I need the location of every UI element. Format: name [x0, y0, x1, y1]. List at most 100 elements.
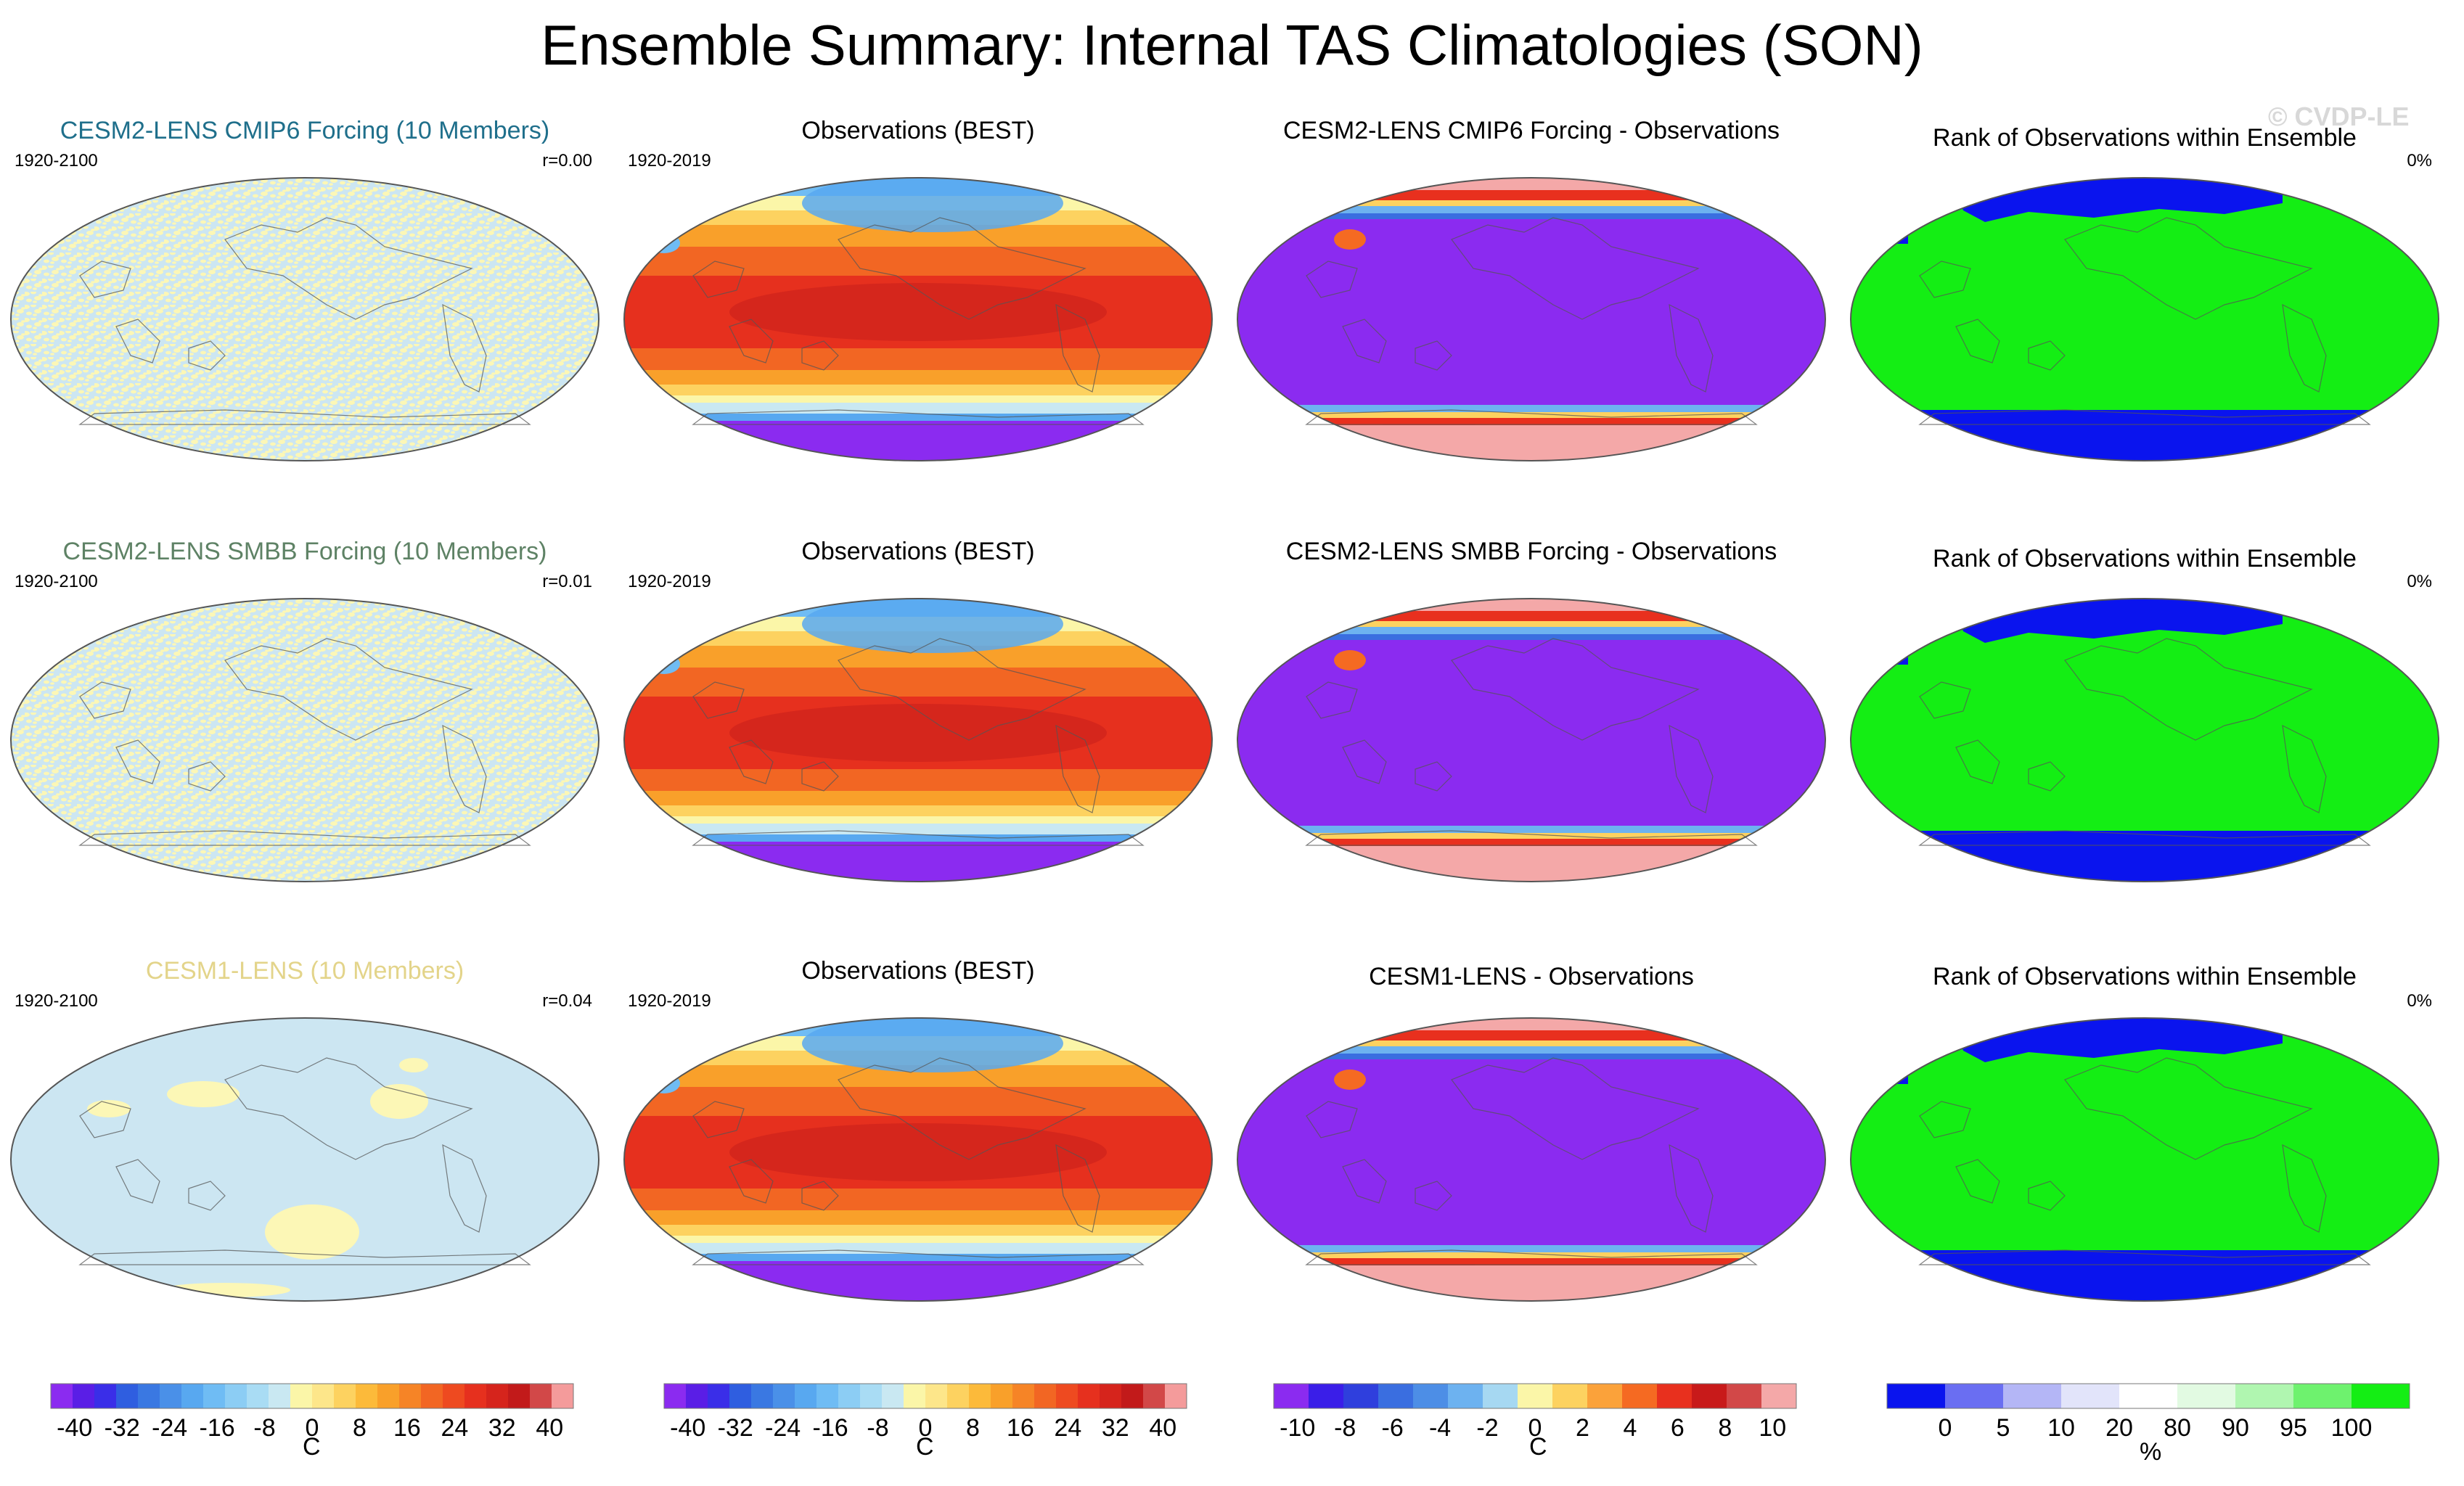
colorbar-tick-label: -32: [718, 1414, 753, 1442]
panel-rank: Rank of Observations within Ensemble 0%: [1840, 537, 2449, 958]
panel-cesm1-lens: CESM1-LENS (10 Members) 1920-2100 r=0.04: [0, 956, 610, 1377]
colorbar-swatch: [860, 1384, 883, 1408]
colorbar-swatch: [1034, 1384, 1057, 1408]
colorbar-tick-label: 90: [2222, 1414, 2249, 1442]
panel-difference: CESM2-LENS CMIP6 Forcing - Observations: [1227, 116, 1836, 537]
coastlines: [692, 217, 1145, 425]
colorbar-tick-label: 0: [919, 1414, 933, 1442]
panel-title: CESM2-LENS SMBB Forcing (10 Members): [62, 538, 547, 565]
colorbar-swatch: [203, 1384, 226, 1408]
map-border: [623, 598, 1213, 882]
map-rank: [1849, 598, 2440, 882]
colorbar-swatch: [2352, 1384, 2410, 1408]
colorbar-swatch: [1309, 1384, 1344, 1408]
map-border: [623, 1017, 1213, 1302]
colorbar-swatch: [486, 1384, 509, 1408]
map-observations: [623, 1017, 1213, 1302]
colorbar-tick-label: -4: [1429, 1414, 1451, 1442]
colorbar-swatch: [1483, 1384, 1518, 1408]
colorbar-unit: %: [2140, 1438, 2162, 1466]
coastlines: [1305, 1057, 1758, 1265]
colorbar-swatch: [334, 1384, 356, 1408]
colorbar-rank: 0 5 10 20 80 90 95 100: [1880, 1382, 2424, 1448]
watermark: © CVDP-LE: [2268, 102, 2410, 131]
map-difference: [1236, 598, 1827, 882]
colorbar-swatch: [969, 1384, 991, 1408]
panel-title: Observations (BEST): [801, 538, 1035, 565]
colorbar-tick-label: -16: [813, 1414, 848, 1442]
colorbar-tas: -40 -32 -24 -16 -8 0 8 16 24 32 40: [657, 1382, 1201, 1448]
colorbar-swatch: [904, 1384, 926, 1408]
colorbar-swatch: [1165, 1384, 1187, 1408]
colorbar-swatch: [1413, 1384, 1449, 1408]
panel-title: Observations (BEST): [801, 117, 1035, 144]
panel-observations: Observations (BEST) 1920-2019: [613, 956, 1223, 1377]
rank-percent: 0%: [2407, 991, 2432, 1011]
colorbar-tick-label: 40: [1149, 1414, 1176, 1442]
colorbar-tick-label: -6: [1382, 1414, 1404, 1442]
colorbar-swatch: [664, 1384, 687, 1408]
colorbar-swatch: [751, 1384, 774, 1408]
colorbar-swatch: [51, 1384, 73, 1408]
period-label: 1920-2019: [628, 991, 711, 1011]
colorbar-swatch: [2293, 1384, 2352, 1408]
colorbar-swatch: [290, 1384, 313, 1408]
colorbar-swatch: [1100, 1384, 1122, 1408]
colorbar-tick-label: -32: [105, 1414, 140, 1442]
colorbar-tick-label: 20: [2105, 1414, 2133, 1442]
colorbar-tick-label: 24: [441, 1414, 468, 1442]
colorbar-swatch: [225, 1384, 247, 1408]
colorbar-swatch: [1622, 1384, 1658, 1408]
colorbar-tick-label: 80: [2164, 1414, 2191, 1442]
coastlines: [1918, 1057, 2371, 1265]
colorbar-swatch: [1657, 1384, 1693, 1408]
colorbar-swatch: [1761, 1384, 1797, 1408]
colorbar-swatch: [1274, 1384, 1309, 1408]
colorbar-swatch: [2177, 1384, 2236, 1408]
pattern-correlation: r=0.00: [542, 151, 592, 171]
colorbar-tick-label: 5: [1997, 1414, 2010, 1442]
colorbar-tick-label: -16: [200, 1414, 235, 1442]
colorbar-tick-label: 16: [393, 1414, 421, 1442]
colorbar-swatch: [508, 1384, 531, 1408]
period-label: 1920-2100: [15, 151, 98, 171]
map-rank: [1849, 1017, 2440, 1302]
coastlines: [692, 1057, 1145, 1265]
panel-cesm2-smbb: CESM2-LENS SMBB Forcing (10 Members) 192…: [0, 537, 610, 958]
colorbar-swatch: [160, 1384, 182, 1408]
colorbar-swatch: [552, 1384, 574, 1408]
colorbar-tick-label: 32: [488, 1414, 516, 1442]
panel-rank: Rank of Observations within Ensemble 0%: [1840, 116, 2449, 537]
colorbar-tick-label: 10: [2047, 1414, 2075, 1442]
colorbar-unit: C: [1529, 1433, 1547, 1461]
colorbar-swatch: [356, 1384, 378, 1408]
map-noise: [9, 177, 600, 461]
colorbar-tick-label: 8: [1718, 1414, 1732, 1442]
colorbar-tick-label: -24: [152, 1414, 187, 1442]
map-observations: [623, 598, 1213, 882]
map-border: [1236, 1017, 1827, 1302]
colorbar-tick-label: 0: [306, 1414, 319, 1442]
colorbar-tas: -40 -32 -24 -16 -8 0 8 16 24 32 40: [44, 1382, 588, 1448]
period-label: 1920-2100: [15, 572, 98, 591]
colorbar-swatch: [269, 1384, 291, 1408]
colorbar-tick-label: -40: [670, 1414, 705, 1442]
coastlines: [1918, 217, 2371, 425]
colorbar-swatch: [1012, 1384, 1035, 1408]
map-blobs: [9, 1017, 600, 1302]
panel-title: CESM2-LENS CMIP6 Forcing - Observations: [1283, 117, 1780, 144]
colorbar-swatch: [1078, 1384, 1100, 1408]
coastlines: [1918, 638, 2371, 846]
colorbar-swatch: [1448, 1384, 1483, 1408]
map-difference: [1236, 1017, 1827, 1302]
colorbar-tick-label: 32: [1102, 1414, 1129, 1442]
colorbar-tick-label: 8: [353, 1414, 367, 1442]
colorbar-tick-label: -40: [57, 1414, 92, 1442]
colorbar-unit: C: [303, 1433, 321, 1461]
map-border: [9, 598, 600, 882]
colorbar-tick-label: -2: [1476, 1414, 1498, 1442]
colorbar-tick-label: 24: [1054, 1414, 1081, 1442]
colorbar-swatch: [377, 1384, 400, 1408]
colorbar-tick-label: 0: [1528, 1414, 1542, 1442]
colorbar-tick-label: 2: [1576, 1414, 1589, 1442]
